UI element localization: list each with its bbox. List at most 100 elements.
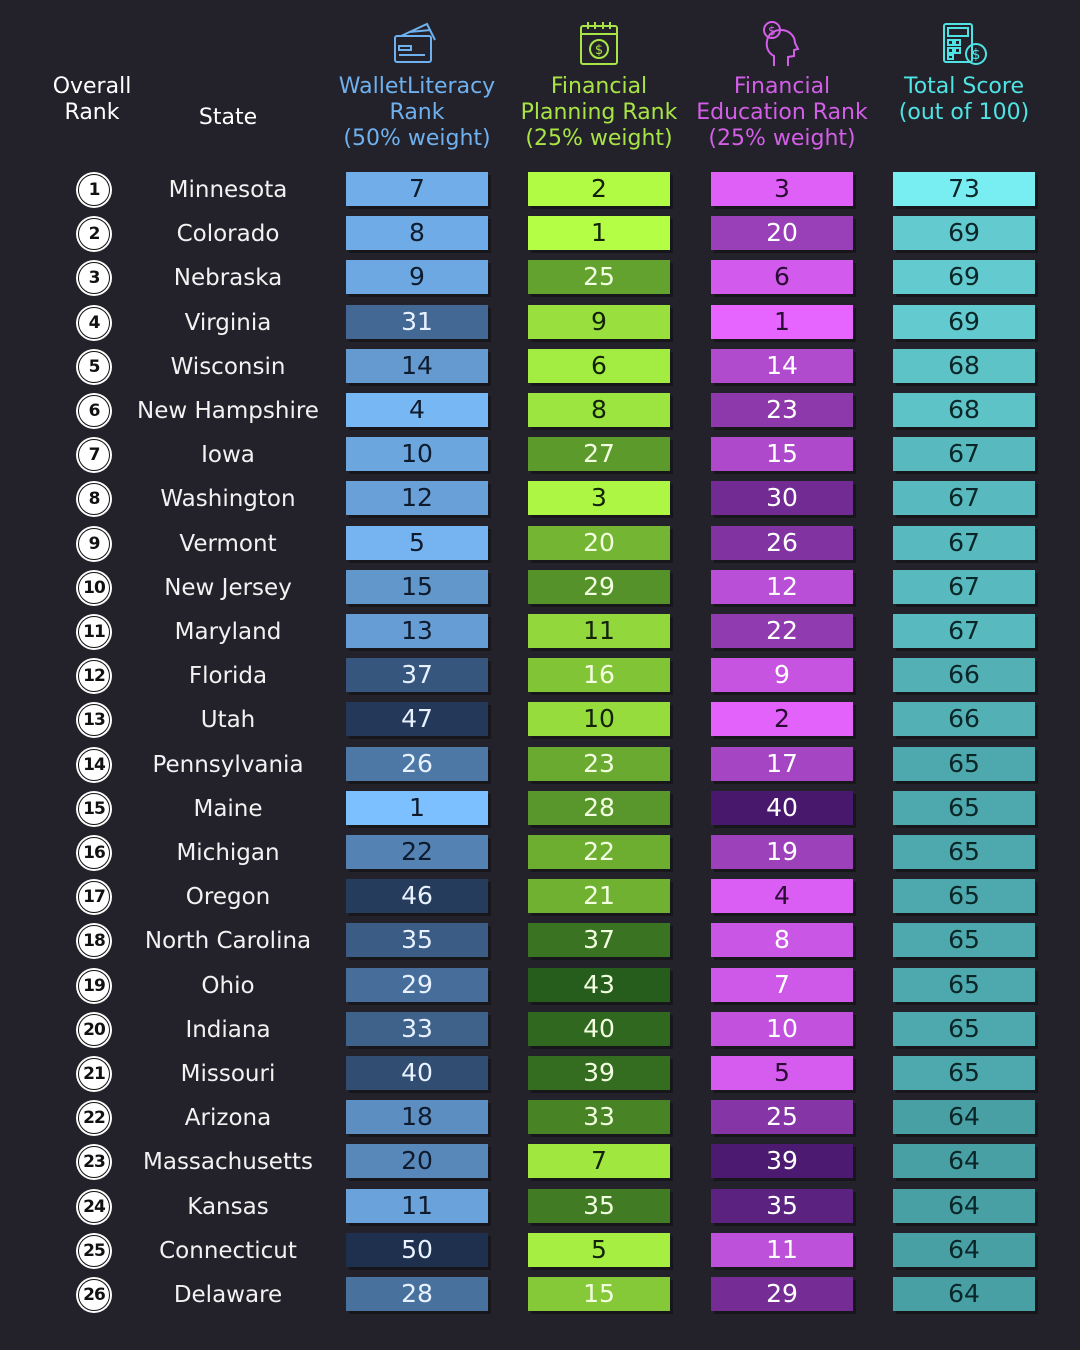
- financial-education-cell: 29: [711, 1277, 853, 1311]
- financial-education-cell: 26: [711, 525, 853, 560]
- wallet-literacy-cell: 9: [346, 260, 488, 295]
- state-name: Massachusetts: [143, 1149, 313, 1176]
- wallet-literacy-cell: 11: [346, 1188, 488, 1223]
- education-header-line2: Education Rank: [696, 100, 868, 125]
- table-row: 10 New Jersey 15 29 12 67: [0, 569, 1080, 606]
- wallet-literacy-cell: 29: [346, 967, 488, 1002]
- financial-education-cell: 10: [711, 1011, 853, 1046]
- rank-badge: 10: [78, 571, 110, 604]
- rank-badge: 2: [78, 218, 110, 251]
- rank-badge: 20: [78, 1013, 110, 1046]
- table-row: 7 Iowa 10 27 15 67: [0, 437, 1080, 473]
- table-row: 14 Pennsylvania 26 23 17 65: [0, 746, 1080, 783]
- wallet-header-line2: Rank: [389, 100, 445, 125]
- wallet-literacy-cell: 4: [346, 393, 488, 427]
- state-name: Washington: [160, 486, 296, 513]
- financial-planning-cell: 10: [528, 702, 670, 737]
- state-name: Ohio: [201, 972, 255, 999]
- financial-education-cell: 39: [711, 1144, 853, 1179]
- financial-planning-cell: 9: [528, 304, 670, 339]
- total-score-cell: 67: [893, 569, 1035, 604]
- rank-badge: 15: [78, 792, 110, 825]
- total-score-cell: 69: [893, 216, 1035, 251]
- rank-badge: 12: [78, 660, 110, 693]
- wallet-literacy-cell: 13: [346, 614, 488, 648]
- financial-planning-cell: 43: [528, 967, 670, 1002]
- financial-planning-cell: 2: [528, 172, 670, 206]
- financial-planning-cell: 28: [528, 790, 670, 825]
- table-row: 22 Arizona 18 33 25 64: [0, 1100, 1080, 1136]
- education-header-line1: Financial: [733, 74, 831, 99]
- table-row: 26 Delaware 28 15 29 64: [0, 1277, 1080, 1313]
- financial-education-cell: 1: [711, 304, 853, 339]
- financial-planning-cell: 37: [528, 923, 670, 958]
- wallet-literacy-cell: 26: [346, 746, 488, 781]
- total-score-cell: 67: [893, 481, 1035, 516]
- state-name: Maryland: [174, 619, 282, 645]
- table-row: 16 Michigan 22 22 19 65: [0, 835, 1080, 871]
- state-name: New Hampshire: [137, 398, 319, 424]
- financial-education-header: $ Financial Education Rank (25% weight): [694, 20, 870, 152]
- financial-education-cell: 20: [711, 216, 853, 251]
- state-name: Florida: [188, 663, 268, 690]
- rank-badge: 14: [78, 748, 110, 781]
- financial-planning-cell: 22: [528, 835, 670, 869]
- total-score-cell: 65: [893, 835, 1035, 869]
- financial-planning-cell: 40: [528, 1011, 670, 1046]
- financial-education-cell: 25: [711, 1100, 853, 1135]
- rank-badge: 21: [78, 1058, 110, 1090]
- state-name: Kansas: [187, 1193, 269, 1220]
- wallet-card-icon: [394, 22, 436, 63]
- calculator-dollar-icon: $: [943, 23, 987, 65]
- total-score-cell: 66: [893, 702, 1035, 737]
- total-score-cell: 65: [893, 790, 1035, 825]
- rank-badge: 23: [78, 1146, 110, 1179]
- state-name: Virginia: [184, 309, 272, 336]
- table-row: 18 North Carolina 35 37 8 65: [0, 923, 1080, 959]
- state-name: Vermont: [179, 530, 277, 557]
- state-name: Delaware: [173, 1282, 283, 1308]
- financial-education-cell: 23: [711, 393, 853, 427]
- calendar-dollar-icon: $: [580, 22, 618, 65]
- table-row: 19 Ohio 29 43 7 65: [0, 967, 1080, 1004]
- table-row: 13 Utah 47 10 2 66: [0, 702, 1080, 738]
- financial-planning-cell: 27: [528, 437, 670, 472]
- financial-planning-cell: 29: [528, 569, 670, 604]
- rank-badge: 13: [78, 704, 110, 737]
- state-name: New Jersey: [164, 574, 292, 601]
- total-score-cell: 64: [893, 1144, 1035, 1179]
- table-row: 3 Nebraska 9 25 6 69: [0, 260, 1080, 296]
- table-row: 8 Washington 12 3 30 67: [0, 481, 1080, 517]
- wallet-literacy-cell: 35: [346, 923, 488, 958]
- total-score-cell: 65: [893, 746, 1035, 781]
- financial-education-cell: 7: [711, 967, 853, 1002]
- total-score-cell: 64: [893, 1232, 1035, 1267]
- state-name: Oregon: [185, 884, 271, 911]
- wallet-literacy-cell: 31: [346, 304, 488, 339]
- wallet-literacy-cell: 5: [346, 525, 488, 560]
- state-name: Utah: [200, 707, 256, 734]
- rank-badge: 4: [78, 306, 110, 339]
- table-row: 2 Colorado 8 1 20 69: [0, 216, 1080, 252]
- wallet-literacy-cell: 37: [346, 658, 488, 693]
- wallet-literacy-cell: 15: [346, 569, 488, 604]
- table-row: 17 Oregon 46 21 4 65: [0, 879, 1080, 915]
- planning-header-line2: Planning Rank: [520, 100, 678, 125]
- financial-education-cell: 8: [711, 923, 853, 958]
- financial-planning-cell: 15: [528, 1277, 670, 1311]
- total-score-cell: 68: [893, 393, 1035, 427]
- table-row: 9 Vermont 5 20 26 67: [0, 525, 1080, 562]
- financial-education-cell: 4: [711, 879, 853, 914]
- financial-education-cell: 2: [711, 702, 853, 737]
- rank-badge: 25: [78, 1234, 110, 1267]
- state-name: Maine: [193, 795, 263, 822]
- financial-education-cell: 6: [711, 260, 853, 295]
- financial-planning-cell: 35: [528, 1188, 670, 1223]
- table-row: 25 Connecticut 50 5 11 64: [0, 1232, 1080, 1269]
- svg-text:$: $: [972, 47, 981, 63]
- state-name: Minnesota: [168, 177, 288, 203]
- rank-badge: 11: [78, 616, 110, 648]
- wallet-literacy-cell: 12: [346, 481, 488, 516]
- financial-education-cell: 9: [711, 658, 853, 693]
- overall-rank-header-line1: Overall: [52, 74, 132, 99]
